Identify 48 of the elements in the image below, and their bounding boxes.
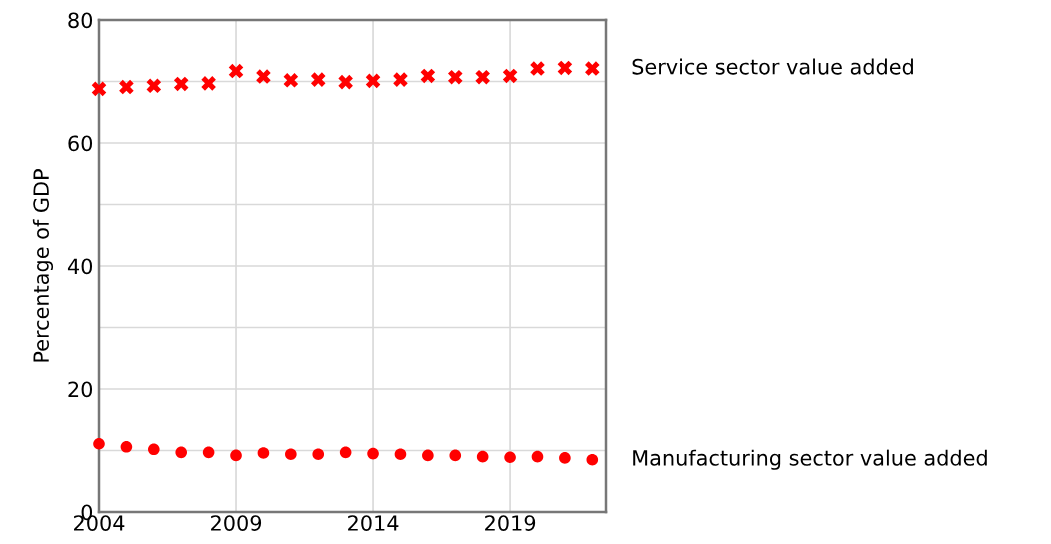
x-tick-label: 2009 <box>211 515 262 531</box>
y-tick-label: 80 <box>68 12 93 29</box>
point <box>93 437 105 450</box>
point <box>475 69 490 85</box>
point <box>285 448 297 460</box>
point <box>173 76 189 92</box>
point <box>310 72 326 87</box>
point <box>91 81 107 97</box>
series-label: Service sector value added <box>632 58 913 75</box>
point <box>339 446 352 459</box>
point <box>283 72 299 88</box>
point <box>120 441 133 453</box>
y-tick-label: 60 <box>68 135 93 152</box>
point <box>257 447 270 459</box>
point <box>502 68 518 84</box>
y-axis-title: Percentage of GDP <box>32 169 54 362</box>
point <box>531 450 544 463</box>
point <box>148 443 160 456</box>
point <box>449 449 462 462</box>
point <box>557 60 573 76</box>
point <box>530 61 545 76</box>
point <box>175 446 188 459</box>
point <box>365 73 381 89</box>
y-tick-label: 20 <box>68 381 93 398</box>
y-tick-label: 40 <box>67 258 93 275</box>
point <box>230 449 242 462</box>
point <box>585 61 600 76</box>
point <box>394 448 407 460</box>
point <box>367 447 379 460</box>
point <box>447 69 463 85</box>
point <box>312 448 325 460</box>
point <box>504 451 516 464</box>
point <box>420 68 436 84</box>
point <box>559 452 571 464</box>
point <box>338 74 353 90</box>
point <box>586 453 599 466</box>
point <box>146 78 162 94</box>
point <box>201 76 216 91</box>
point <box>476 450 489 463</box>
point <box>393 72 408 87</box>
point <box>422 449 434 462</box>
x-tick-label: 2019 <box>485 515 536 531</box>
x-tick-label: 2014 <box>348 515 399 531</box>
point <box>228 63 244 79</box>
series-label: Manufacturing sector value added <box>633 449 987 470</box>
point <box>202 446 215 459</box>
point <box>119 79 134 95</box>
point <box>256 69 271 84</box>
